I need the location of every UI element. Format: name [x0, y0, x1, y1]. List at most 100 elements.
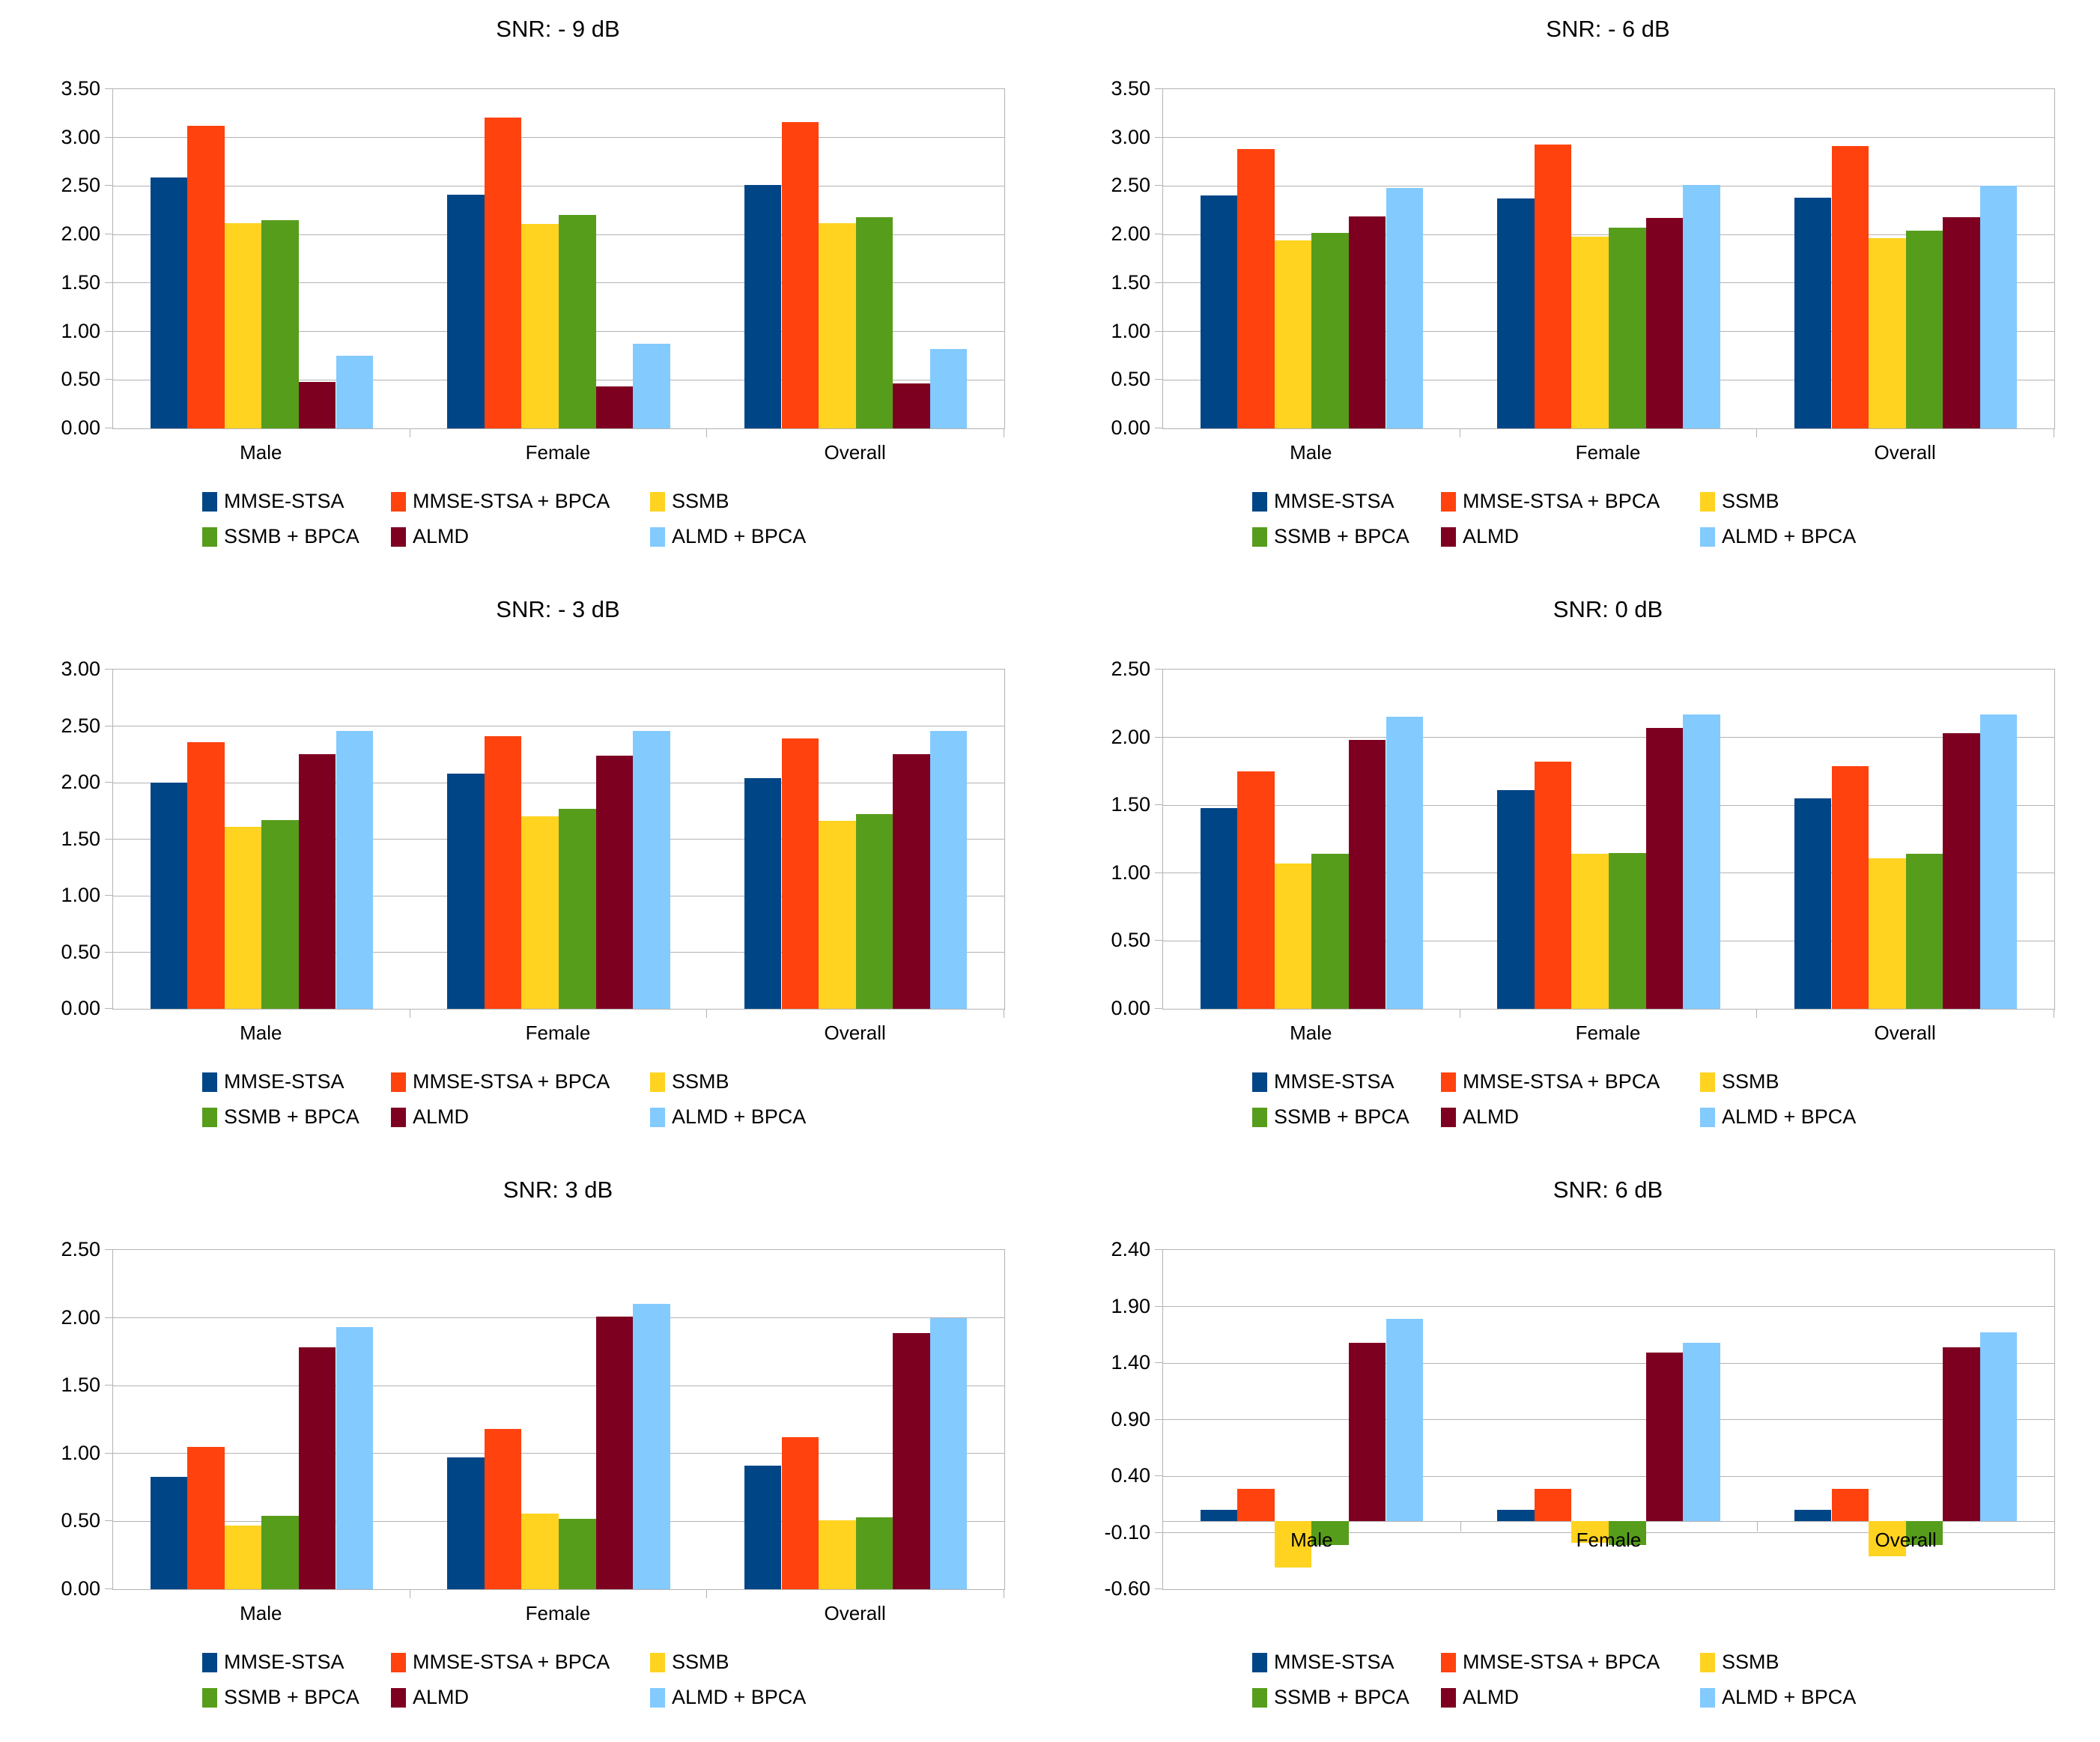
category-axis-tick	[1460, 1521, 1461, 1532]
legend-color-swatch	[650, 1687, 665, 1708]
category-label: Male	[1290, 441, 1332, 464]
bar-mmse-stsa-bpca	[1831, 1488, 1869, 1522]
chart-panel-4: SNR: 0 dB 2.50 2.00 1.50 1.00 0.50 0.00 Male Fem…	[1050, 580, 2100, 1161]
legend-item: MMSE-STSA + BPCA	[1441, 1064, 1700, 1099]
bar-ssmb	[521, 223, 559, 428]
chart-title: SNR: 0 dB	[1553, 596, 1663, 622]
bar-almd	[1645, 727, 1684, 1009]
bar-mmse-stsa-bpca	[1237, 149, 1275, 428]
legend-color-swatch	[650, 1652, 665, 1672]
bar-mmse-stsa-bpca	[484, 1429, 522, 1589]
bar-ssmb	[819, 1520, 856, 1589]
category-axis-tick	[706, 1009, 708, 1018]
legend-label: SSMB	[1722, 490, 1779, 512]
bar-mmse-stsa-bpca	[484, 736, 522, 1009]
legend-item: MMSE-STSA + BPCA	[391, 484, 650, 519]
legend-color-swatch	[1252, 1072, 1267, 1092]
gridline	[1163, 1362, 2054, 1364]
legend-row: SSMB + BPCA ALMD ALMD + BPCA	[202, 1099, 936, 1135]
bar-mmse-stsa-bpca	[1534, 1488, 1572, 1522]
y-axis-tick-label: 1.90	[1111, 1294, 1150, 1317]
legend-color-swatch	[650, 1072, 665, 1092]
category-label: Overall	[1874, 441, 1936, 464]
legend-label: ALMD	[413, 1105, 470, 1128]
legend-item: ALMD + BPCA	[1700, 1099, 1986, 1135]
chart-panel-3: SNR: - 3 dB 3.00 2.50 2.00 1.50 1.00 0.50 0.00 M…	[0, 580, 1050, 1161]
bar-mmse-stsa	[744, 1466, 782, 1589]
bar-almd	[893, 754, 930, 1009]
y-axis-tick-label: -0.10	[1104, 1520, 1150, 1544]
y-axis-tick-mark	[1155, 330, 1162, 332]
y-axis-tick-mark	[105, 895, 112, 896]
y-axis-tick-label: 1.00	[61, 319, 100, 342]
chart-title: SNR: 3 dB	[503, 1177, 613, 1203]
legend-row: MMSE-STSA MMSE-STSA + BPCA SSMB	[1252, 484, 1986, 519]
y-axis-tick-mark	[1155, 1588, 1162, 1589]
bar-almd-bpca	[336, 1327, 374, 1589]
chart-title: SNR: - 3 dB	[496, 596, 620, 622]
bar-mmse-stsa	[1794, 1510, 1832, 1522]
bar-ssmb	[1274, 240, 1312, 428]
bar-ssmb	[1571, 236, 1609, 428]
bar-almd-bpca	[633, 730, 670, 1009]
legend-item: SSMB + BPCA	[202, 1680, 391, 1715]
bar-ssmb	[224, 1525, 262, 1589]
y-axis-tick-label: 3.00	[61, 125, 100, 148]
bar-almd-bpca	[336, 730, 374, 1009]
bar-mmse-stsa	[150, 177, 188, 428]
legend-label: MMSE-STSA + BPCA	[1463, 490, 1660, 512]
y-axis-tick-label: 1.50	[61, 270, 100, 294]
legend-color-swatch	[1441, 491, 1456, 512]
legend-item: ALMD	[391, 1099, 650, 1135]
legend-item: MMSE-STSA	[202, 1064, 391, 1099]
legend-color-swatch	[202, 526, 217, 547]
legend-color-swatch	[1441, 526, 1456, 547]
bar-almd	[1943, 733, 1980, 1009]
y-axis-tick-mark	[105, 782, 112, 783]
category-axis-tick	[706, 1589, 708, 1598]
bar-almd-bpca	[929, 1317, 968, 1589]
gridline	[1163, 137, 2054, 139]
y-axis-tick-label: 2.00	[61, 771, 100, 793]
legend-label: SSMB	[1722, 1070, 1779, 1093]
y-axis-tick-label: 1.00	[61, 1441, 100, 1464]
bar-mmse-stsa	[150, 1476, 188, 1589]
legend: MMSE-STSA MMSE-STSA + BPCA SSMB SSMB + BPCA…	[202, 484, 936, 554]
legend-item: ALMD + BPCA	[1700, 1680, 1986, 1715]
y-axis-tick-label: 0.00	[61, 997, 100, 1019]
gridline	[1163, 1419, 2054, 1420]
y-axis-tick-label: 1.40	[1111, 1351, 1150, 1374]
legend-label: MMSE-STSA	[224, 490, 345, 512]
bar-mmse-stsa	[744, 185, 782, 428]
y-axis-tick-mark	[1155, 1418, 1162, 1420]
y-axis-tick-mark	[1155, 379, 1162, 380]
legend-color-swatch	[650, 526, 665, 547]
legend-item: MMSE-STSA	[1252, 484, 1441, 519]
gridline	[1163, 804, 2054, 806]
legend-label: MMSE-STSA + BPCA	[413, 1070, 610, 1093]
bar-almd	[298, 1347, 336, 1589]
bar-ssmb-bpca	[1905, 854, 1943, 1009]
bar-almd-bpca	[929, 730, 968, 1009]
y-axis-tick-label: 0.00	[61, 1577, 100, 1600]
bar-ssmb-bpca	[1311, 854, 1349, 1009]
gridline	[1163, 737, 2054, 738]
plot-area: Male Female Overall	[1162, 1249, 2055, 1590]
bar-almd-bpca	[1386, 717, 1424, 1009]
category-label: Male	[1290, 1022, 1332, 1044]
category-axis-tick	[1757, 1521, 1758, 1532]
bar-mmse-stsa-bpca	[187, 126, 225, 428]
legend-color-swatch	[202, 491, 217, 512]
category-label: Female	[1575, 1022, 1641, 1044]
chart-title: SNR: - 6 dB	[1546, 16, 1670, 42]
y-axis-tick-mark	[1155, 669, 1162, 670]
bar-ssmb	[1274, 1521, 1312, 1568]
legend-row: SSMB + BPCA ALMD ALMD + BPCA	[1252, 1099, 1986, 1135]
bar-almd	[1348, 216, 1386, 428]
y-axis-tick-mark	[1155, 1008, 1162, 1009]
y-axis-tick-label: 3.00	[61, 658, 100, 680]
y-axis-tick-mark	[105, 282, 112, 283]
bar-ssmb-bpca	[1311, 232, 1349, 428]
legend-item: MMSE-STSA + BPCA	[391, 1064, 650, 1099]
